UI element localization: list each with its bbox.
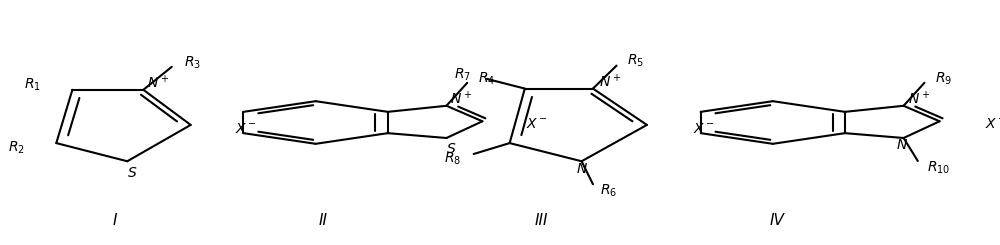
Text: III: III [534,213,548,228]
Text: I: I [113,213,117,228]
Text: $N$: $N$ [896,138,908,152]
Text: $R_5$: $R_5$ [627,53,644,69]
Text: $X^-$: $X^-$ [693,122,715,135]
Text: $N^+$: $N^+$ [450,90,473,108]
Text: $R_7$: $R_7$ [454,67,471,84]
Text: $S$: $S$ [446,142,456,156]
Text: $R_6$: $R_6$ [600,182,617,198]
Text: $R_3$: $R_3$ [184,54,201,71]
Text: $N^+$: $N^+$ [908,90,930,108]
Text: $N^+$: $N^+$ [147,74,170,91]
Text: $R_4$: $R_4$ [478,70,495,87]
Text: $R_8$: $R_8$ [444,151,461,167]
Text: $N^+$: $N^+$ [599,73,621,90]
Text: $R_2$: $R_2$ [8,140,25,156]
Text: $S$: $S$ [127,166,137,180]
Text: $X^-$: $X^-$ [985,117,1000,131]
Text: $N$: $N$ [576,161,588,175]
Text: II: II [319,213,328,228]
Text: $R_9$: $R_9$ [935,70,952,87]
Text: $X^-$: $X^-$ [526,117,548,131]
Text: $R_{10}$: $R_{10}$ [927,159,950,176]
Text: $X^-$: $X^-$ [235,122,257,135]
Text: $R_1$: $R_1$ [24,77,41,93]
Text: IV: IV [770,213,785,228]
